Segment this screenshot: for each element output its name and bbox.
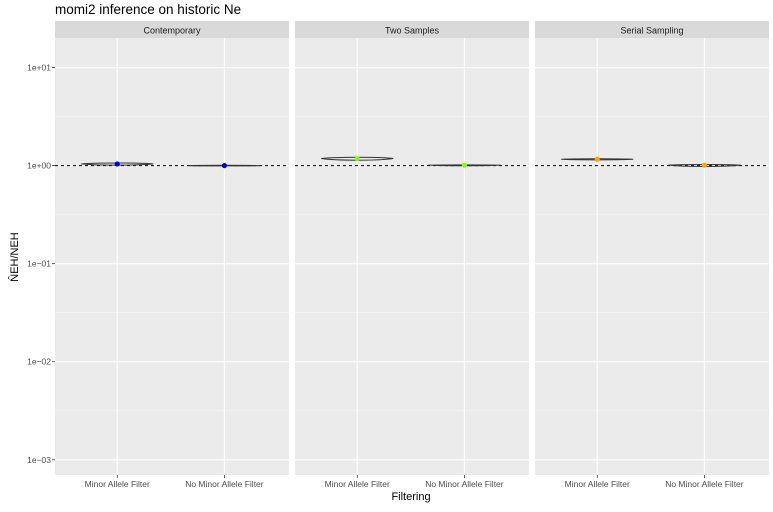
x-tick-label: No Minor Allele Filter (665, 479, 744, 489)
panel-background (535, 38, 769, 475)
y-tick-label: 1e−03 (27, 455, 51, 465)
y-tick-label: 1e−02 (27, 357, 51, 367)
facet-strip-label: Contemporary (143, 26, 201, 36)
x-tick-label: Minor Allele Filter (325, 479, 390, 489)
panel-two-samples: Two Samples Minor Allele Filter No Minor A… (295, 21, 529, 489)
y-tick-label: 1e+01 (27, 63, 51, 73)
y-tick-label: 1e−01 (27, 259, 51, 269)
median-point (461, 162, 468, 168)
violin (668, 164, 741, 167)
panel-background (55, 38, 289, 475)
median-point (114, 161, 120, 167)
violin (561, 158, 634, 161)
y-axis-title: N̂EH/NEH (7, 232, 21, 282)
median-point (701, 162, 708, 168)
y-axis-ticks: 1e−03 1e−02 1e−01 1e+00 1e+01 (27, 63, 55, 465)
median-point (221, 162, 228, 169)
violin (321, 156, 394, 161)
panels: Contemporary Minor Allele Filter No Minor … (55, 21, 769, 489)
median-point (354, 155, 360, 162)
facet-strip-label: Serial Sampling (620, 26, 683, 36)
panel-background (295, 38, 529, 475)
x-tick-label: Minor Allele Filter (85, 479, 150, 489)
violin (81, 162, 154, 166)
facet-strip (55, 21, 289, 38)
facet-strip (535, 21, 769, 38)
panel-contemporary: Contemporary Minor Allele Filter No Minor … (55, 21, 289, 489)
chart-title: momi2 inference on historic Ne (55, 2, 241, 17)
x-tick-label: No Minor Allele Filter (425, 479, 504, 489)
median-point (594, 156, 600, 162)
x-tick-label: Minor Allele Filter (565, 479, 630, 489)
x-tick-label: No Minor Allele Filter (185, 479, 264, 489)
panel-serial-sampling: Serial Sampling Minor Allele Filter No Min… (535, 21, 769, 489)
violin (188, 164, 261, 167)
facet-strip-label: Two Samples (385, 26, 440, 36)
x-axis-title: Filtering (391, 491, 430, 503)
violin (428, 164, 501, 167)
y-tick-label: 1e+00 (27, 161, 51, 171)
facet-strip (295, 21, 529, 38)
